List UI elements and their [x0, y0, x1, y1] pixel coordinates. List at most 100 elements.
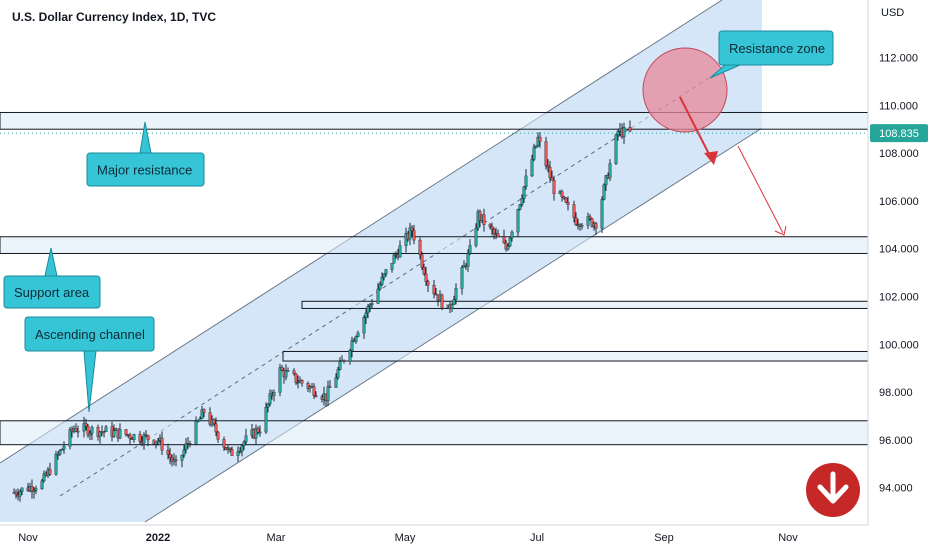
- candle-body: [454, 288, 458, 300]
- candle-body: [380, 277, 384, 285]
- candle-body: [602, 184, 606, 200]
- candle-body: [198, 418, 202, 422]
- candle-body: [466, 253, 470, 267]
- candle-body: [168, 454, 172, 459]
- candle-body: [460, 267, 464, 289]
- candle-body: [236, 451, 240, 456]
- candle-body: [84, 423, 88, 427]
- y-tick-label: 104.000: [879, 244, 919, 256]
- y-tick-label: 110.000: [879, 100, 918, 112]
- candle-body: [216, 431, 220, 440]
- candle-body: [404, 233, 408, 247]
- candle-body: [154, 441, 158, 445]
- candle-body: [510, 231, 514, 239]
- candle-body: [202, 409, 206, 413]
- candle-body: [488, 224, 492, 227]
- candle-body: [194, 420, 198, 445]
- candle-body: [418, 239, 422, 255]
- candle-body: [200, 409, 204, 419]
- y-tick-label: 106.000: [879, 196, 919, 208]
- x-tick-label: Sep: [654, 532, 674, 544]
- candle-body: [408, 227, 412, 240]
- candle-body: [370, 303, 374, 306]
- candle-body: [550, 177, 554, 181]
- level-box: [301, 300, 869, 309]
- candle-body: [368, 304, 372, 307]
- candle-body: [58, 449, 62, 455]
- candle-body: [348, 350, 352, 362]
- candle-body: [590, 218, 594, 227]
- x-tick-label: Nov: [778, 532, 798, 544]
- candle-body: [20, 487, 24, 492]
- major-resistance-callout-box: [86, 152, 205, 187]
- candle-body: [364, 312, 368, 318]
- candle-body: [376, 288, 380, 304]
- target-arrow-head: [774, 225, 787, 236]
- candle-body: [98, 431, 102, 437]
- candle-body: [314, 395, 318, 398]
- level-box: [0, 111, 869, 130]
- candle-body: [18, 491, 22, 497]
- candle-body: [412, 230, 416, 241]
- candle-body: [628, 127, 632, 132]
- candle-body: [382, 273, 386, 278]
- level-box: [282, 350, 869, 362]
- candle-body: [306, 382, 310, 389]
- candle-body: [76, 430, 80, 433]
- candle-body: [564, 197, 568, 203]
- candle-body: [600, 199, 604, 229]
- candle-body: [378, 284, 382, 290]
- candle-body: [362, 317, 366, 334]
- candle-body: [258, 431, 262, 434]
- candle-body: [222, 439, 226, 448]
- candle-body: [166, 450, 170, 455]
- candle-body: [242, 441, 246, 446]
- y-tick-label: 112.000: [879, 53, 918, 65]
- y-tick-label: 96.000: [879, 435, 913, 447]
- candle-body: [88, 432, 92, 436]
- candle-body: [312, 386, 316, 396]
- candle-body: [496, 233, 500, 238]
- candle-body: [524, 175, 528, 187]
- candle-body: [328, 386, 332, 388]
- candle-body: [566, 202, 570, 205]
- candle-body: [240, 445, 244, 452]
- candle-body: [338, 361, 342, 370]
- candle-body: [366, 306, 370, 314]
- candle-body: [622, 127, 626, 138]
- candle-body: [138, 434, 142, 442]
- candle-body: [572, 204, 576, 218]
- candle-body: [256, 428, 260, 433]
- level-box: [0, 236, 869, 254]
- candle-body: [30, 486, 34, 492]
- candle-body: [196, 420, 200, 423]
- candle-body: [560, 191, 564, 198]
- candle-body: [180, 454, 184, 461]
- candle-body: [548, 166, 552, 178]
- ascending-channel-callout-label: Ascending channel: [35, 327, 145, 342]
- candle-body: [62, 445, 66, 450]
- candle-body: [42, 473, 46, 482]
- candle-body: [616, 131, 620, 136]
- candle-body: [588, 216, 592, 219]
- resistance-zone-circle: [642, 47, 728, 133]
- candle-body: [468, 245, 472, 254]
- candle-body: [426, 281, 430, 286]
- resistance-zone-callout-box: [718, 30, 834, 66]
- last-price-label: 108.835: [879, 128, 919, 140]
- target-arrow-line: [737, 145, 784, 234]
- candle-body: [254, 428, 258, 439]
- major-resistance-callout-label: Major resistance: [97, 163, 192, 178]
- candle-body: [284, 370, 288, 378]
- candle-body: [580, 225, 584, 227]
- candle-body: [522, 186, 526, 199]
- candle-body: [278, 367, 282, 393]
- candle-body: [60, 448, 64, 451]
- candle-body: [296, 382, 300, 384]
- candle-body: [490, 226, 494, 230]
- candle-body: [336, 369, 340, 378]
- y-tick-label: 100.000: [879, 339, 919, 351]
- drop-arrow-line: [679, 96, 713, 161]
